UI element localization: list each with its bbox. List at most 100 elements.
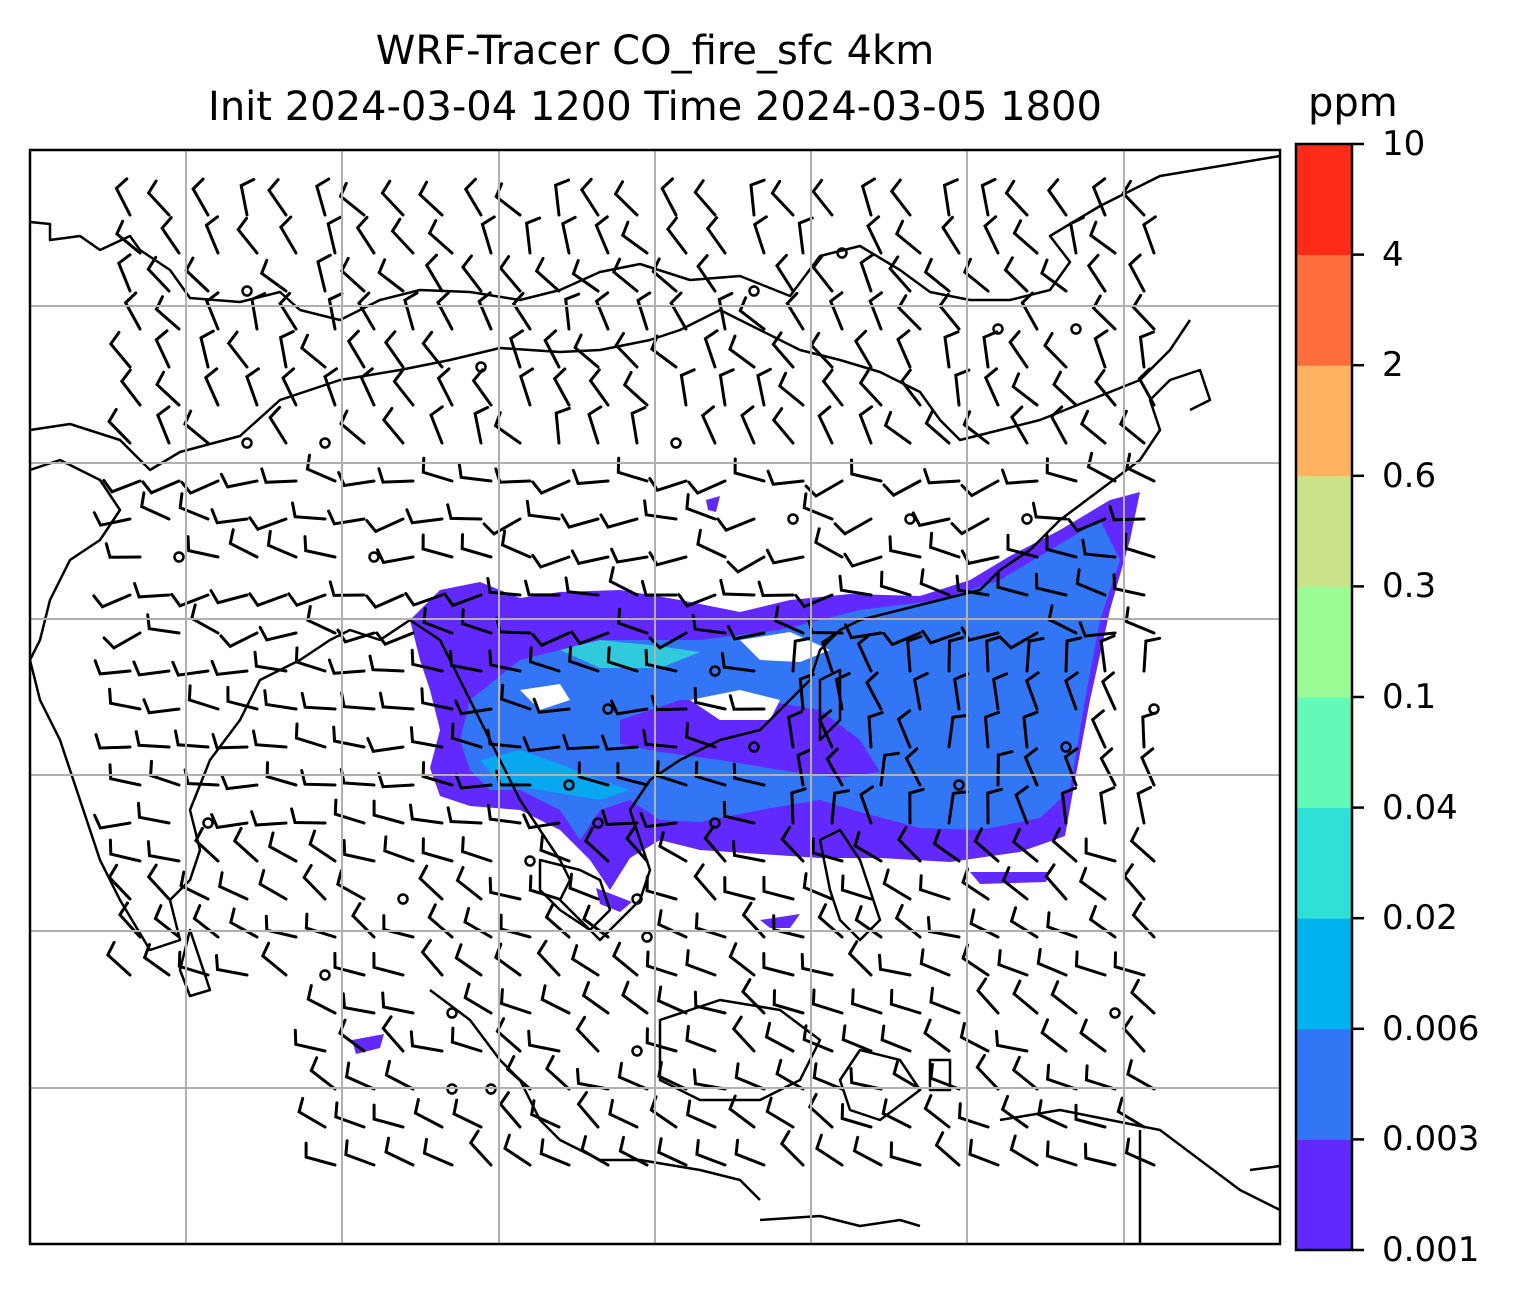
wind-barb: [543, 329, 561, 369]
wind-barb: [579, 177, 600, 217]
wind-barb: [457, 462, 493, 483]
wind-barb: [1079, 1018, 1107, 1053]
wind-barb: [409, 1030, 444, 1053]
wind-barb: [392, 368, 415, 407]
wind-barb: [1004, 179, 1029, 217]
wind-barb: [780, 825, 805, 863]
wind-barb: [1045, 1140, 1078, 1167]
calm-marker: [992, 323, 1004, 335]
wind-barb: [178, 492, 210, 521]
wind-barb: [889, 988, 922, 1015]
wind-barb: [693, 179, 717, 217]
wind-barb: [452, 1098, 483, 1129]
wind-barb: [969, 908, 1000, 939]
wind-barb: [779, 1130, 805, 1167]
wind-barb: [639, 812, 678, 829]
wind-barb: [685, 721, 717, 749]
wind-barb: [482, 517, 522, 536]
wind-barb: [1099, 634, 1116, 673]
wind-barb: [210, 659, 249, 677]
wind-barb: [957, 1102, 990, 1129]
wind-barb: [376, 548, 415, 565]
wind-barb: [757, 580, 795, 598]
wind-barb: [749, 178, 766, 217]
colorbar-band: [1296, 254, 1352, 366]
wind-barb: [460, 836, 493, 863]
wind-barb: [1091, 294, 1117, 331]
wind-barb: [775, 1058, 805, 1091]
wind-barb: [853, 329, 873, 369]
colorbar-band: [1296, 697, 1352, 809]
wind-barb: [868, 291, 883, 331]
wind-barb: [679, 368, 696, 407]
wind-barb: [191, 177, 210, 217]
wind-barb: [422, 1137, 454, 1167]
wind-barb: [892, 1058, 922, 1091]
wind-barb: [268, 405, 288, 445]
wind-barb: [351, 902, 376, 939]
wind-barb: [1043, 332, 1068, 369]
wind-barb: [303, 535, 337, 559]
calm-marker: [787, 513, 799, 525]
wind-barb: [146, 840, 181, 863]
wind-barb: [828, 291, 844, 331]
wind-barb: [762, 952, 795, 977]
wind-barb: [601, 734, 639, 751]
wind-barb: [1010, 405, 1029, 445]
wind-barb: [404, 591, 444, 607]
wind-barb: [1049, 405, 1068, 445]
wind-barb: [896, 294, 922, 331]
wind-barb: [904, 747, 922, 787]
wind-barb: [821, 368, 844, 407]
wind-barb: [594, 215, 610, 255]
calm-marker: [202, 817, 214, 829]
wind-barb: [606, 646, 639, 673]
wind-barb: [802, 872, 834, 901]
wind-barb: [999, 631, 1039, 650]
wind-barb: [553, 178, 571, 217]
wind-barb: [108, 331, 132, 369]
wind-barb: [536, 939, 561, 977]
wind-barb: [897, 826, 922, 863]
wind-barb: [576, 1091, 600, 1129]
wind-barb: [531, 631, 571, 648]
wind-barb: [771, 407, 795, 445]
wind-barb: [480, 215, 496, 255]
wind-barb: [1046, 178, 1068, 217]
wind-barb: [377, 258, 405, 293]
wind-barb: [811, 178, 834, 217]
wind-barb: [403, 291, 419, 331]
wind-barbs: [92, 177, 1162, 1167]
wind-barb: [814, 527, 844, 559]
wind-barb: [765, 1096, 795, 1129]
colorbar-tick-label: 0.003: [1382, 1119, 1480, 1160]
wind-barb: [94, 733, 132, 750]
wind-barb: [390, 217, 415, 255]
wind-barb: [858, 405, 874, 445]
wind-barb: [420, 939, 444, 977]
wind-barb: [468, 1129, 493, 1167]
wind-barb: [108, 763, 142, 787]
calm-marker: [241, 437, 253, 449]
wind-barb: [830, 789, 850, 825]
wind-barb: [1075, 568, 1107, 597]
wind-barb: [210, 813, 249, 830]
wind-barb: [719, 578, 756, 597]
wind-barb: [294, 722, 327, 749]
wind-barb: [695, 1139, 727, 1167]
wind-barb: [119, 368, 142, 407]
wind-barb: [985, 635, 1002, 673]
calm-marker: [670, 437, 682, 449]
wind-barb: [825, 747, 844, 787]
wind-barb: [449, 649, 483, 673]
colorbar-tick-label: 10: [1382, 124, 1426, 164]
wind-barb: [611, 257, 639, 293]
wind-barb: [794, 593, 834, 609]
calm-marker: [1109, 1007, 1121, 1019]
wind-barb: [1020, 291, 1039, 331]
wind-barb: [302, 864, 327, 901]
wind-barb: [250, 810, 288, 827]
wind-barb: [304, 912, 337, 939]
wind-barb: [833, 517, 873, 536]
wind-barb: [1064, 636, 1083, 673]
